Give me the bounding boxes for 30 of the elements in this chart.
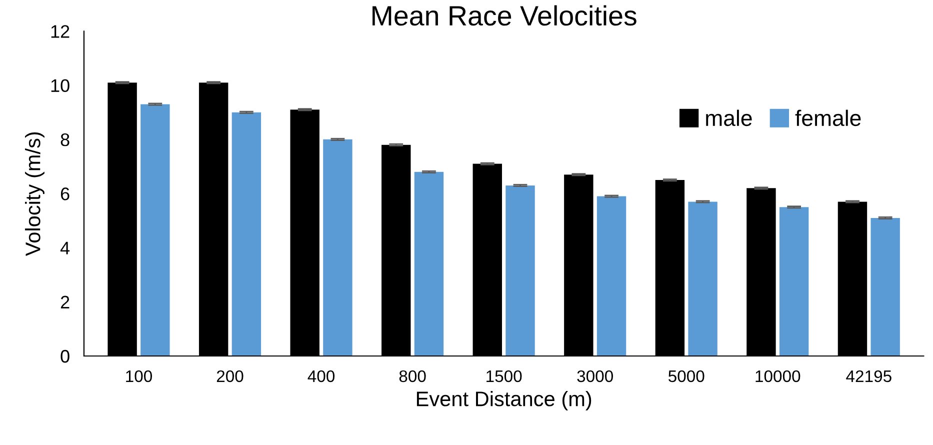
x-tick-label: 3000 [577, 370, 613, 382]
x-tick-label: 10000 [756, 370, 800, 382]
y-tick-label: 8 [60, 133, 70, 146]
y-tick-label: 6 [60, 188, 70, 200]
x-axis-title: Event Distance (m) [416, 390, 592, 410]
x-tick-label: 42195 [846, 370, 892, 382]
x-tick-label: 1500 [486, 370, 522, 382]
x-tick-label: 5000 [668, 370, 704, 382]
y-tick-label: 0 [60, 350, 70, 363]
x-tick-label: 200 [216, 370, 244, 382]
y-tick-label: 10 [51, 79, 70, 92]
bar [232, 112, 262, 356]
legend-label: male [706, 110, 752, 126]
bar [596, 196, 626, 356]
bar [323, 139, 352, 356]
bar [779, 207, 809, 356]
legend-label: female [795, 110, 861, 126]
bar [506, 185, 535, 356]
bar [688, 202, 718, 356]
bar [414, 172, 444, 356]
x-tick-label: 400 [308, 370, 335, 382]
x-tick-label: 800 [399, 370, 426, 382]
y-tick-label: 12 [51, 25, 70, 38]
y-axis-title: Volocity (m/s) [25, 132, 44, 256]
y-tick-label: 2 [60, 296, 70, 308]
chart-title: Mean Race Velocities [372, 5, 636, 26]
x-tick-label: 100 [126, 370, 152, 382]
y-tick-label: 4 [60, 242, 70, 254]
bar [140, 104, 170, 356]
bar [870, 218, 900, 356]
